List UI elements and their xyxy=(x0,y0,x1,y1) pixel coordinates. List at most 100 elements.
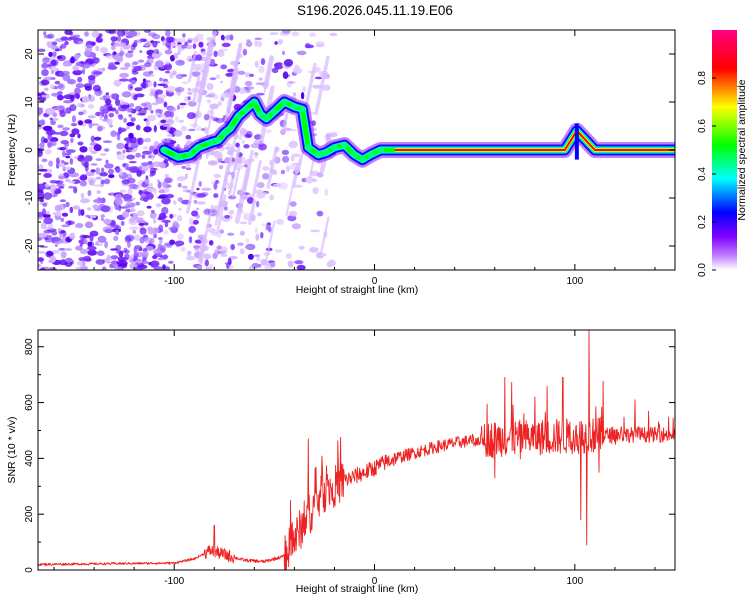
noise-speckle xyxy=(52,112,58,118)
noise-speckle xyxy=(38,169,48,172)
noise-speckle xyxy=(62,74,71,82)
noise-speckle xyxy=(114,197,123,206)
noise-speckle xyxy=(155,203,162,208)
noise-speckle xyxy=(51,230,58,236)
noise-speckle xyxy=(84,50,91,57)
noise-speckle xyxy=(42,208,46,216)
noise-speckle xyxy=(301,177,307,183)
noise-speckle xyxy=(73,186,78,194)
noise-speckle xyxy=(200,50,207,56)
noise-speckle xyxy=(131,70,139,75)
noise-speckle xyxy=(262,166,270,171)
colorbar-tick-label: 0.4 xyxy=(697,167,708,181)
noise-speckle xyxy=(40,136,46,144)
noise-speckle xyxy=(110,45,116,51)
noise-speckle xyxy=(42,57,50,64)
noise-streak xyxy=(197,234,207,262)
noise-speckle xyxy=(110,130,117,137)
noise-speckle xyxy=(105,159,109,164)
noise-speckle xyxy=(57,227,62,233)
noise-speckle xyxy=(248,265,254,270)
noise-speckle xyxy=(161,197,171,205)
noise-speckle xyxy=(135,259,143,264)
noise-speckle xyxy=(196,207,200,211)
noise-speckle xyxy=(204,259,209,267)
noise-speckle xyxy=(172,220,179,228)
noise-speckle xyxy=(130,143,136,148)
snr-panel: -100 0 100 0 200 400 600 800 Height of straight… xyxy=(6,329,676,595)
noise-speckle xyxy=(75,245,83,251)
noise-speckle xyxy=(192,43,197,49)
noise-speckle xyxy=(222,250,228,253)
noise-speckle xyxy=(90,150,98,154)
noise-speckle xyxy=(48,267,57,270)
noise-speckle xyxy=(57,124,64,129)
noise-speckle xyxy=(181,185,188,189)
noise-speckle xyxy=(93,144,102,152)
noise-speckle xyxy=(151,34,161,40)
noise-speckle xyxy=(38,263,42,268)
noise-speckle xyxy=(141,154,146,159)
noise-speckle xyxy=(116,142,125,150)
noise-speckle xyxy=(116,133,121,141)
ridge-blob xyxy=(206,139,215,146)
noise-speckle xyxy=(144,137,152,143)
noise-streak xyxy=(248,199,257,226)
noise-speckle xyxy=(75,40,79,44)
noise-speckle xyxy=(106,118,113,126)
noise-speckle xyxy=(316,172,324,178)
noise-speckle xyxy=(305,44,314,49)
noise-speckle xyxy=(143,126,152,133)
ridge-blob xyxy=(242,106,251,113)
noise-speckle xyxy=(298,245,305,250)
noise-speckle xyxy=(51,41,58,46)
noise-speckle xyxy=(115,250,125,254)
noise-speckle xyxy=(104,228,112,233)
noise-speckle xyxy=(107,65,118,70)
noise-speckle xyxy=(217,49,225,57)
noise-speckle xyxy=(100,214,105,219)
snr-y-label: SNR (10 * v/v) xyxy=(6,416,18,483)
noise-speckle xyxy=(163,229,169,235)
noise-speckle xyxy=(278,39,284,44)
noise-speckle xyxy=(104,240,108,249)
noise-speckle xyxy=(100,179,105,185)
noise-speckle xyxy=(287,214,297,222)
noise-speckle xyxy=(256,200,260,208)
noise-speckle xyxy=(185,167,192,171)
noise-speckle xyxy=(316,210,324,217)
noise-streak xyxy=(293,157,302,189)
noise-speckle xyxy=(224,206,228,211)
noise-speckle xyxy=(123,256,128,262)
noise-speckle xyxy=(291,31,300,37)
spectrogram-plot-area xyxy=(38,30,675,270)
noise-speckle xyxy=(203,126,208,134)
noise-speckle xyxy=(100,205,111,213)
noise-speckle xyxy=(95,259,105,265)
noise-streak xyxy=(264,220,276,263)
noise-streak xyxy=(251,160,262,199)
noise-speckle xyxy=(60,251,67,259)
noise-speckle xyxy=(265,224,271,231)
noise-speckle xyxy=(61,150,66,158)
noise-speckle xyxy=(261,223,267,227)
noise-speckle xyxy=(85,214,91,218)
ridge-blob xyxy=(214,137,223,144)
ridge-blob xyxy=(234,113,243,120)
noise-speckle xyxy=(61,224,70,228)
snr-y-tick-label: 400 xyxy=(24,450,35,467)
noise-speckle xyxy=(165,193,175,199)
noise-speckle xyxy=(157,236,163,241)
noise-speckle xyxy=(145,74,155,77)
noise-speckle xyxy=(129,103,135,108)
noise-speckle xyxy=(139,50,143,53)
noise-speckle xyxy=(281,149,290,155)
noise-speckle xyxy=(87,190,92,197)
noise-speckle xyxy=(196,201,206,205)
noise-speckle xyxy=(245,89,251,94)
noise-speckle xyxy=(205,266,213,270)
noise-speckle xyxy=(130,207,136,213)
noise-speckle xyxy=(134,245,142,250)
noise-speckle xyxy=(78,120,83,126)
